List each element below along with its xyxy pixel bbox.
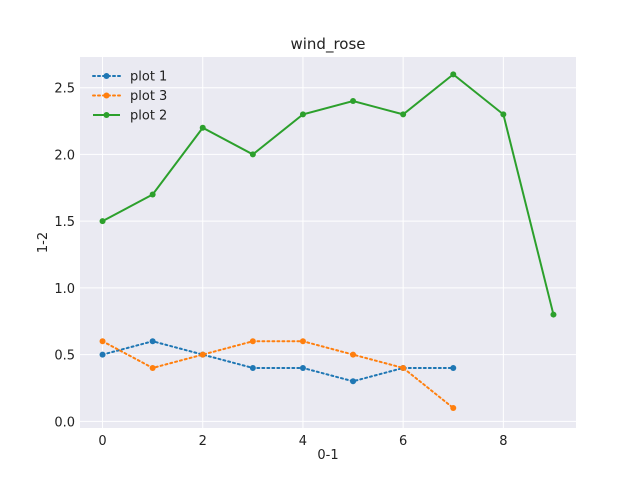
data-point xyxy=(450,364,457,371)
y-tick-label: 0.5 xyxy=(54,349,75,364)
x-tick-label: 6 xyxy=(399,434,407,449)
legend-label: plot 3 xyxy=(130,89,167,104)
y-tick-label: 2.0 xyxy=(54,148,75,163)
y-axis-label: 1-2 xyxy=(36,232,51,253)
y-tick-label: 1.0 xyxy=(54,282,75,297)
data-point xyxy=(149,338,156,345)
legend-marker xyxy=(103,73,110,79)
legend-item: plot 1 xyxy=(92,70,167,85)
series-layer xyxy=(99,71,557,411)
data-point xyxy=(400,111,407,118)
data-point xyxy=(400,364,407,371)
data-point xyxy=(450,71,457,78)
grid-lines xyxy=(80,57,576,428)
x-axis-ticks: 0 2 4 6 8 xyxy=(98,434,507,449)
data-point xyxy=(350,351,357,358)
data-point xyxy=(299,111,306,118)
data-point xyxy=(99,218,106,225)
x-tick-label: 2 xyxy=(199,434,207,449)
series-2 xyxy=(99,338,457,411)
legend-marker xyxy=(103,112,110,118)
data-point xyxy=(450,404,457,411)
series-line xyxy=(101,340,455,409)
x-axis-label: 0-1 xyxy=(317,448,338,463)
x-tick-label: 4 xyxy=(299,434,307,449)
data-point xyxy=(199,351,206,358)
data-point xyxy=(299,338,306,345)
y-axis-ticks: 0.0 0.5 1.0 1.5 2.0 2.5 xyxy=(54,82,75,431)
legend-item: plot 3 xyxy=(92,89,167,104)
legend-marker xyxy=(103,92,110,99)
legend: plot 1 plot 3 plot 2 xyxy=(92,70,167,124)
data-point xyxy=(99,338,106,345)
data-point xyxy=(199,124,206,131)
data-point xyxy=(149,191,156,198)
data-point xyxy=(249,338,256,345)
x-tick-label: 8 xyxy=(499,434,507,449)
data-point xyxy=(500,111,507,118)
y-tick-label: 0.0 xyxy=(54,415,75,430)
legend-label: plot 2 xyxy=(130,109,167,124)
data-point xyxy=(350,98,357,105)
data-point xyxy=(99,351,106,358)
legend-item: plot 2 xyxy=(93,109,167,124)
x-tick-label: 0 xyxy=(98,434,106,449)
chart-title: wind_rose xyxy=(290,35,365,54)
y-tick-label: 2.5 xyxy=(54,82,75,97)
data-point xyxy=(550,311,557,318)
y-tick-label: 1.5 xyxy=(54,215,75,230)
legend-label: plot 1 xyxy=(130,70,167,85)
series-line xyxy=(102,73,555,315)
series-3 xyxy=(99,71,557,318)
data-point xyxy=(149,364,156,371)
data-point xyxy=(350,378,357,385)
data-point xyxy=(249,151,256,158)
series-line xyxy=(101,340,455,383)
data-point xyxy=(249,364,256,371)
data-point xyxy=(299,364,306,371)
